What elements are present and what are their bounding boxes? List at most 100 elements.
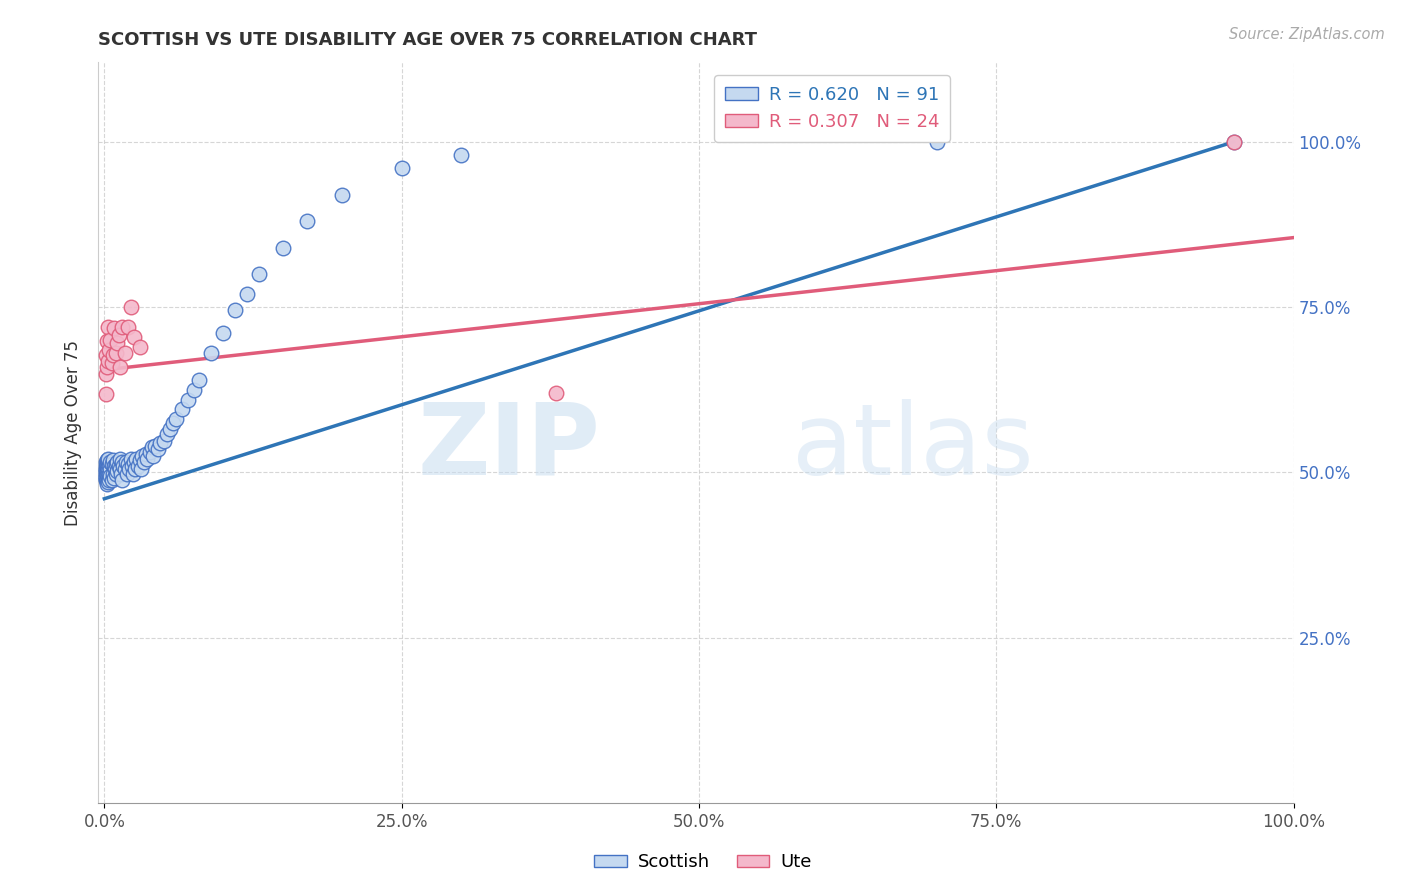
Point (101, 348, 124, 362)
Point (271, 241, 294, 255)
Point (131, 449, 153, 463)
Point (165, 412, 187, 426)
Text: SCOTTISH VS UTE DISABILITY AGE OVER 75 CORRELATION CHART: SCOTTISH VS UTE DISABILITY AGE OVER 75 C… (98, 31, 758, 49)
Point (114, 462, 136, 476)
Point (111, 455, 134, 469)
Point (115, 467, 138, 481)
Point (97, 455, 120, 469)
Point (97, 319, 120, 334)
Point (97, 354, 120, 368)
Point (107, 327, 129, 342)
Point (546, 386, 568, 401)
Point (96, 458, 118, 472)
Point (156, 426, 179, 441)
Point (100, 458, 122, 472)
Point (105, 458, 128, 472)
Point (141, 440, 163, 454)
Point (94, 368, 117, 382)
Point (98, 455, 121, 469)
Point (124, 462, 146, 476)
Point (108, 359, 131, 374)
Point (112, 458, 135, 473)
Point (94, 387, 117, 401)
Point (127, 458, 149, 473)
Point (212, 326, 235, 341)
Point (108, 452, 131, 467)
Point (146, 442, 169, 457)
Text: ZIP: ZIP (418, 399, 600, 496)
Point (136, 452, 159, 467)
Point (120, 452, 142, 467)
Point (94, 348, 117, 362)
Point (94, 472, 117, 486)
Point (125, 452, 148, 467)
Point (145, 439, 167, 453)
Text: atlas: atlas (792, 399, 1033, 496)
Point (94, 473, 117, 487)
Text: Source: ZipAtlas.com: Source: ZipAtlas.com (1229, 27, 1385, 42)
Point (96, 460, 118, 475)
Point (105, 346, 128, 360)
Point (132, 455, 155, 469)
Point (96, 334, 118, 349)
Point (108, 462, 131, 476)
Point (450, 148, 472, 162)
Point (247, 267, 270, 281)
Point (107, 458, 129, 473)
Point (183, 383, 205, 397)
Point (118, 462, 141, 476)
Point (138, 445, 160, 459)
Point (94, 463, 117, 477)
Point (96, 473, 118, 487)
Point (1223, 135, 1246, 149)
Point (1223, 135, 1246, 149)
Point (162, 416, 184, 430)
Point (111, 473, 134, 487)
Point (98, 467, 121, 481)
Point (153, 434, 176, 448)
Point (117, 319, 139, 334)
Point (94, 465, 117, 479)
Point (98, 333, 121, 347)
Point (114, 346, 136, 360)
Point (101, 453, 124, 467)
Point (159, 422, 181, 436)
Point (98, 468, 121, 483)
Y-axis label: Disability Age Over 75: Disability Age Over 75 (65, 340, 83, 525)
Point (97, 475, 120, 490)
Point (100, 473, 122, 487)
Point (111, 319, 134, 334)
Point (391, 161, 413, 176)
Point (129, 462, 152, 476)
Point (97, 452, 120, 467)
Point (94, 468, 117, 483)
Point (110, 467, 132, 481)
Point (122, 455, 145, 469)
Point (96, 359, 118, 374)
Point (129, 340, 152, 354)
Point (96, 464, 118, 478)
Point (200, 346, 222, 360)
Point (149, 435, 172, 450)
Point (96, 467, 118, 482)
Point (94, 455, 117, 469)
Point (122, 467, 145, 481)
Point (98, 473, 121, 487)
Point (122, 330, 145, 344)
Point (98, 458, 121, 473)
Legend: R = 0.620   N = 91, R = 0.307   N = 24: R = 0.620 N = 91, R = 0.307 N = 24 (714, 75, 950, 142)
Point (295, 214, 318, 228)
Point (98, 462, 121, 476)
Point (170, 402, 193, 417)
Point (97, 462, 120, 476)
Point (224, 303, 246, 318)
Point (188, 373, 211, 387)
Point (925, 135, 948, 149)
Point (107, 455, 129, 469)
Point (135, 447, 157, 461)
Point (103, 458, 125, 473)
Point (176, 392, 198, 407)
Point (105, 467, 128, 481)
Point (236, 286, 259, 301)
Point (100, 356, 122, 370)
